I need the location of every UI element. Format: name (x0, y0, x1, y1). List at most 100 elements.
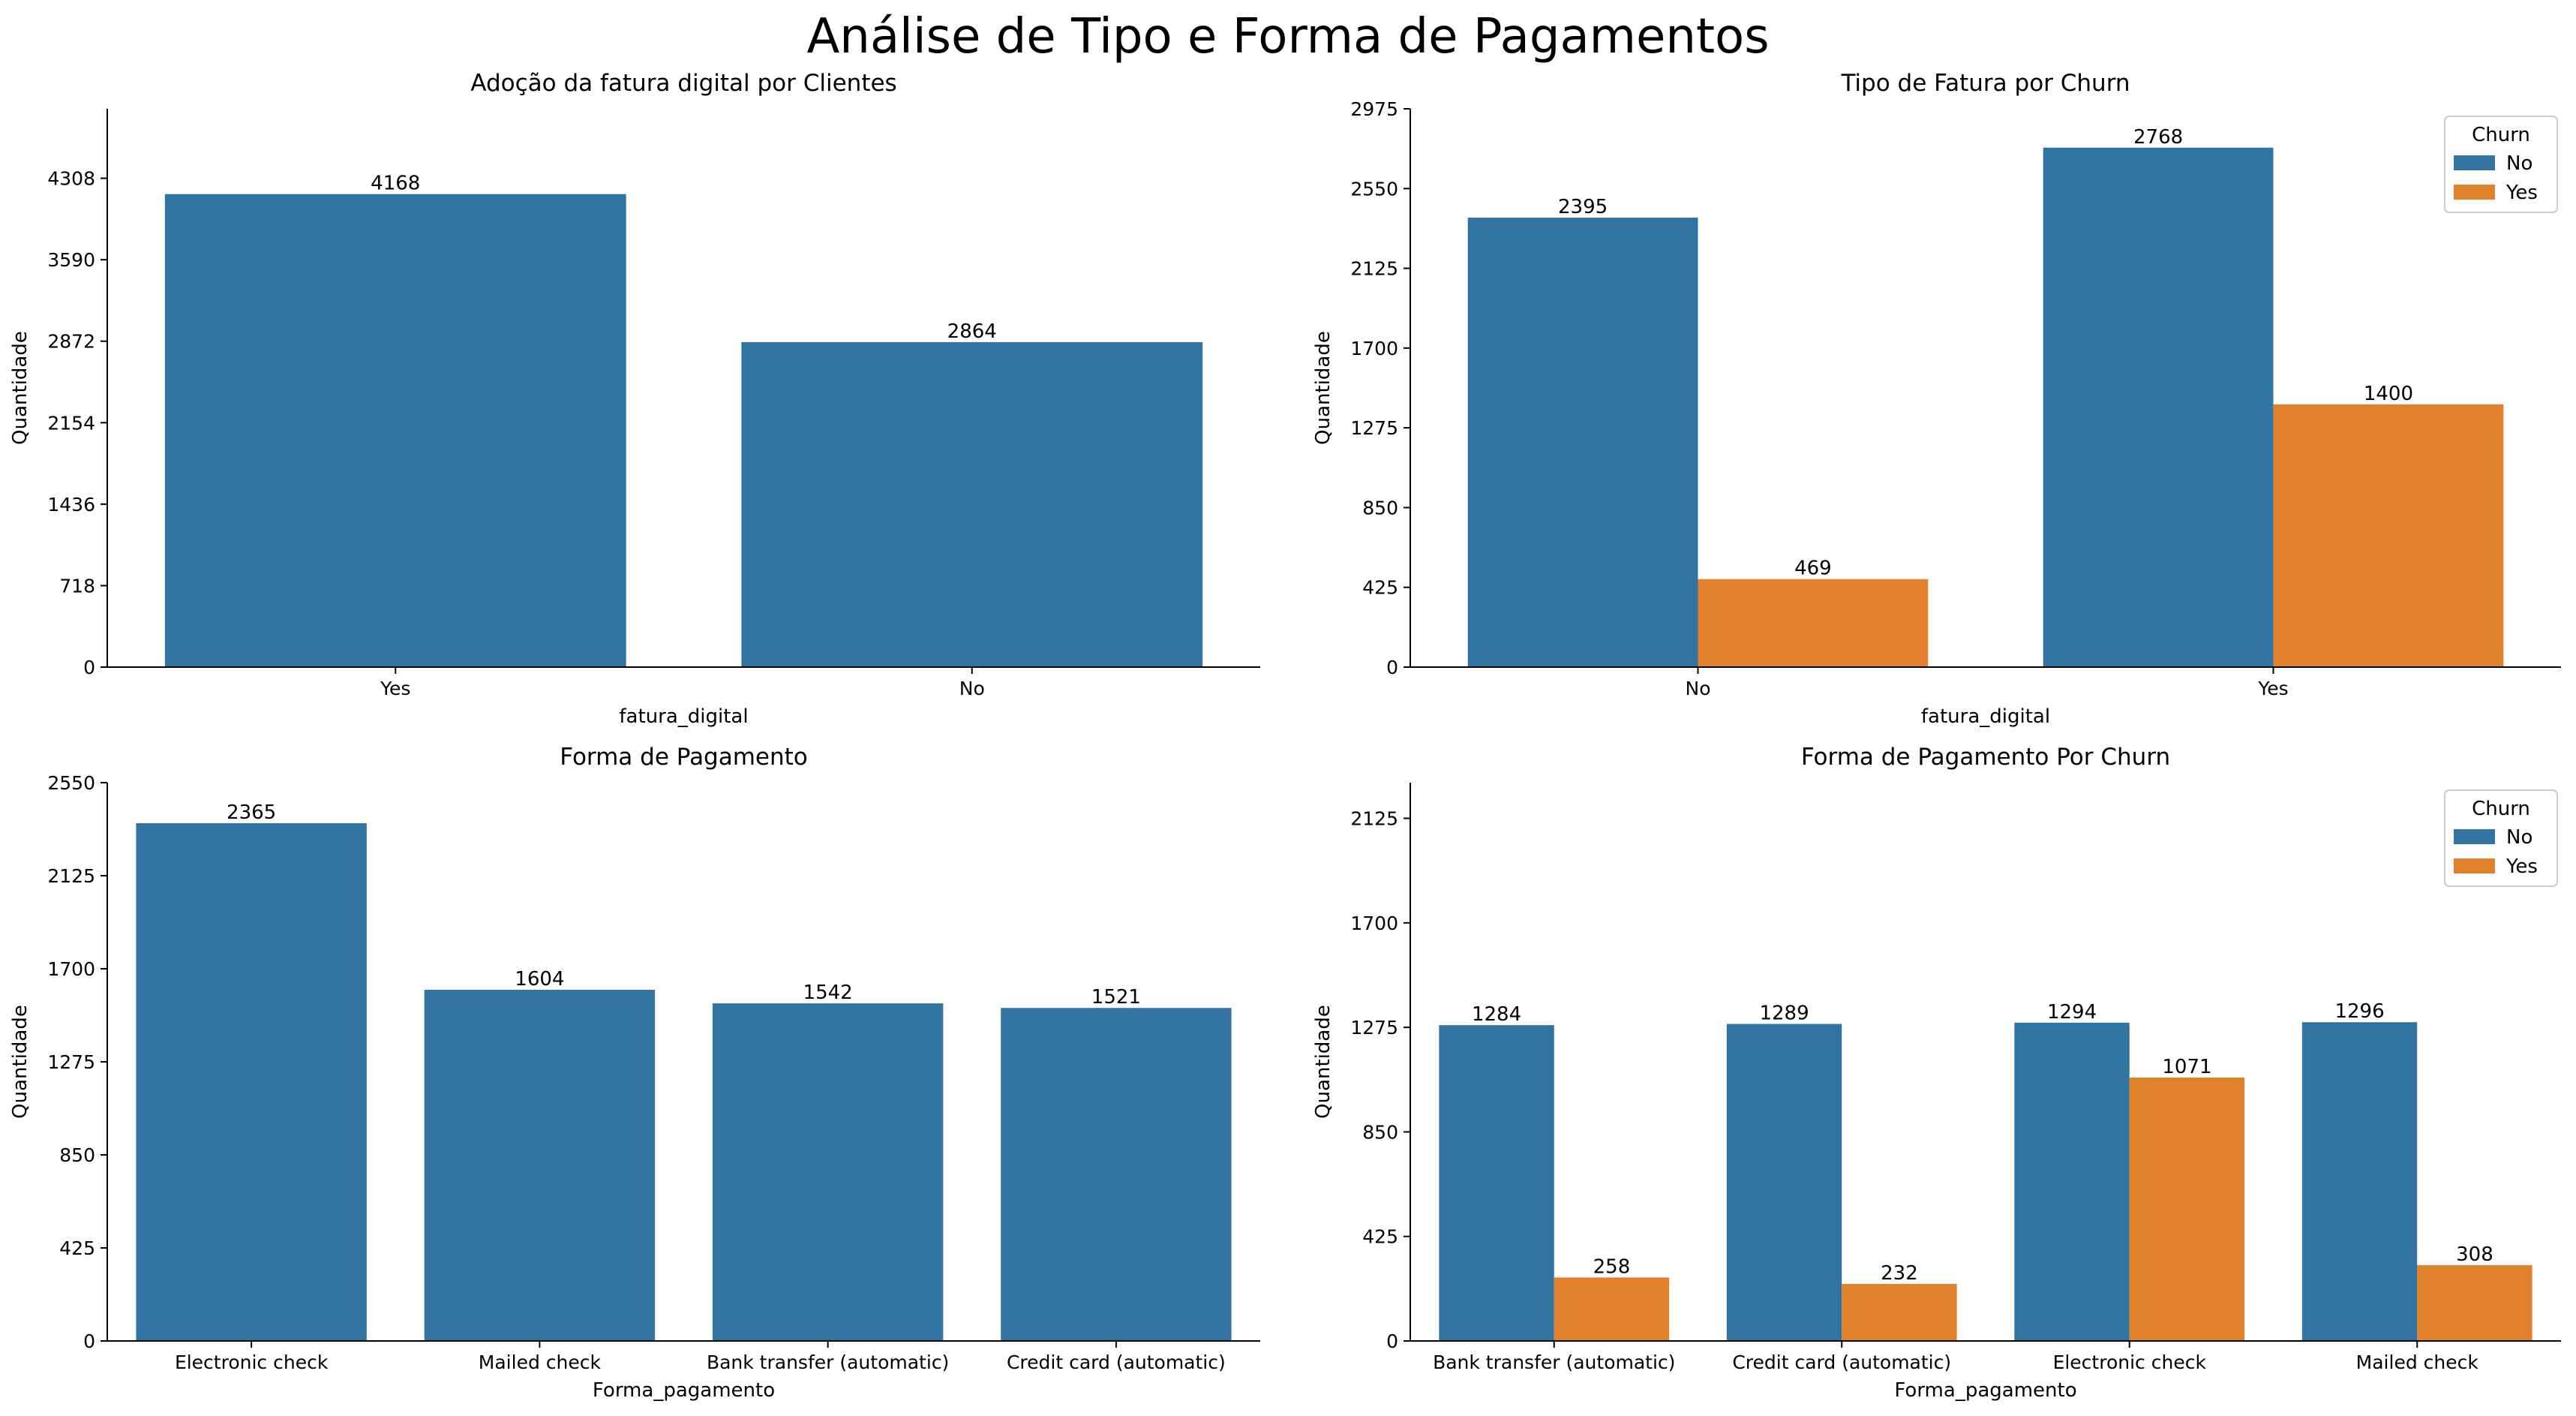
bar-value-label: 1542 (803, 982, 853, 1004)
legend-title: Churn (2472, 124, 2530, 146)
bar-no-2 (1726, 1024, 1842, 1341)
bar-value-label: 1296 (2334, 1000, 2384, 1023)
x-tick-label: Yes (2257, 678, 2288, 699)
y-tick-label: 1275 (1350, 1017, 1398, 1039)
y-tick-label: 0 (83, 657, 95, 678)
legend-label-no: No (2506, 152, 2532, 175)
chart-3: Forma de Pagamento 2365 1604 1542 1521 0 425 85… (9, 744, 1260, 1402)
chart-1: Adoção da fatura digital por Clientes 416… (9, 70, 1260, 728)
chart-title: Forma de Pagamento (560, 744, 808, 771)
bar-yes-1 (1698, 579, 1929, 667)
y-tick-label: 0 (1386, 657, 1398, 678)
bar-value-label: 1400 (2364, 383, 2413, 405)
bar-value-label: 469 (1794, 558, 1832, 580)
y-tick-label: 0 (83, 1330, 95, 1352)
bar-value-label: 232 (1881, 1262, 1918, 1285)
x-tick-label: No (959, 678, 985, 699)
chart-4: Forma de Pagamento Por Churn 1284 1289 1294… (1312, 744, 2561, 1402)
x-axis-label: Forma_pagamento (593, 1379, 775, 1402)
legend-swatch-yes (2454, 185, 2495, 200)
bar-3 (712, 1003, 944, 1341)
bar-value-label: 4168 (371, 173, 420, 195)
legend-label-yes: Yes (2505, 855, 2538, 878)
y-tick-label: 2872 (47, 331, 95, 353)
bar-1 (164, 194, 626, 668)
chart-title: Adoção da fatura digital por Clientes (470, 70, 896, 97)
y-tick-label: 2550 (1350, 178, 1398, 200)
bar-value-label: 2395 (1558, 196, 1608, 218)
y-tick-label: 425 (1362, 1226, 1398, 1248)
bar-2 (424, 990, 656, 1341)
y-tick-label: 2154 (47, 412, 95, 434)
x-tick-label: Yes (380, 678, 410, 699)
y-tick-label: 425 (1362, 577, 1398, 599)
bar-value-label: 258 (1593, 1255, 1631, 1278)
bar-value-label: 308 (2456, 1243, 2493, 1266)
y-tick-label: 1700 (1350, 338, 1398, 359)
y-tick-label: 2550 (47, 772, 95, 794)
y-tick-label: 850 (1362, 497, 1398, 519)
bar-value-label: 1284 (1472, 1003, 1521, 1026)
bar-no-1 (1439, 1025, 1554, 1341)
legend-label-yes: Yes (2505, 182, 2538, 204)
legend-swatch-yes (2454, 858, 2495, 873)
legend: Churn No Yes (2444, 789, 2558, 887)
bar-yes-2 (1842, 1283, 1957, 1341)
x-axis-label: fatura_digital (619, 705, 748, 728)
y-tick-label: 2125 (47, 865, 95, 887)
y-axis-label: Quantidade (9, 331, 32, 445)
bar-no-3 (2014, 1022, 2130, 1341)
x-tick-label: Bank transfer (automatic) (707, 1351, 949, 1373)
bar-yes-3 (2129, 1077, 2245, 1341)
bar-value-label: 2864 (947, 320, 997, 343)
y-tick-label: 425 (59, 1237, 95, 1259)
y-tick-label: 4308 (47, 168, 95, 190)
y-tick-label: 1700 (47, 958, 95, 980)
bar-value-label: 1289 (1759, 1003, 1809, 1025)
x-tick-label: Electronic check (2053, 1351, 2207, 1373)
bar-value-label: 2768 (2133, 126, 2183, 149)
y-tick-label: 1275 (47, 1051, 95, 1073)
y-axis-label: Quantidade (1312, 331, 1335, 445)
y-tick-label: 850 (1362, 1121, 1398, 1143)
y-axis-label: Quantidade (9, 1005, 32, 1119)
y-tick-label: 1275 (1350, 417, 1398, 439)
y-tick-label: 850 (59, 1144, 95, 1166)
x-tick-label: Credit card (automatic) (1007, 1351, 1226, 1373)
bar-2 (741, 341, 1203, 667)
chart-title: Tipo de Fatura por Churn (1840, 70, 2130, 97)
x-axis-label: Forma_pagamento (1894, 1379, 2076, 1402)
bar-value-label: 1604 (515, 968, 564, 991)
legend-title: Churn (2472, 798, 2530, 820)
bar-yes-2 (2273, 404, 2504, 667)
x-tick-label: No (1686, 678, 1711, 699)
x-tick-label: Mailed check (2356, 1351, 2479, 1373)
bar-yes-4 (2417, 1265, 2532, 1341)
y-tick-label: 2125 (1350, 258, 1398, 280)
y-tick-label: 3590 (47, 249, 95, 271)
chart-title: Forma de Pagamento Por Churn (1801, 744, 2170, 771)
legend: Churn No Yes (2444, 116, 2558, 213)
legend-label-no: No (2506, 826, 2532, 849)
x-tick-label: Electronic check (175, 1351, 329, 1373)
x-tick-label: Mailed check (479, 1351, 602, 1373)
bar-value-label: 1521 (1091, 986, 1141, 1009)
bar-1 (136, 822, 367, 1341)
y-axis-label: Quantidade (1312, 1005, 1335, 1119)
y-tick-label: 2125 (1350, 808, 1398, 830)
legend-swatch-no (2454, 155, 2495, 170)
x-tick-label: Bank transfer (automatic) (1433, 1351, 1675, 1373)
y-tick-label: 1436 (47, 494, 95, 516)
bar-value-label: 1071 (2162, 1056, 2211, 1078)
x-tick-label: Credit card (automatic) (1732, 1351, 1951, 1373)
bar-4 (1001, 1008, 1232, 1341)
bar-value-label: 2365 (227, 801, 276, 824)
y-tick-label: 0 (1386, 1330, 1398, 1352)
y-tick-label: 1700 (1350, 912, 1398, 934)
bar-yes-1 (1554, 1277, 1670, 1341)
legend-swatch-no (2454, 829, 2495, 844)
figure-title: Análise de Tipo e Forma de Pagamentos (806, 9, 1769, 65)
y-tick-label: 718 (59, 575, 95, 597)
y-tick-label: 2975 (1350, 98, 1398, 120)
